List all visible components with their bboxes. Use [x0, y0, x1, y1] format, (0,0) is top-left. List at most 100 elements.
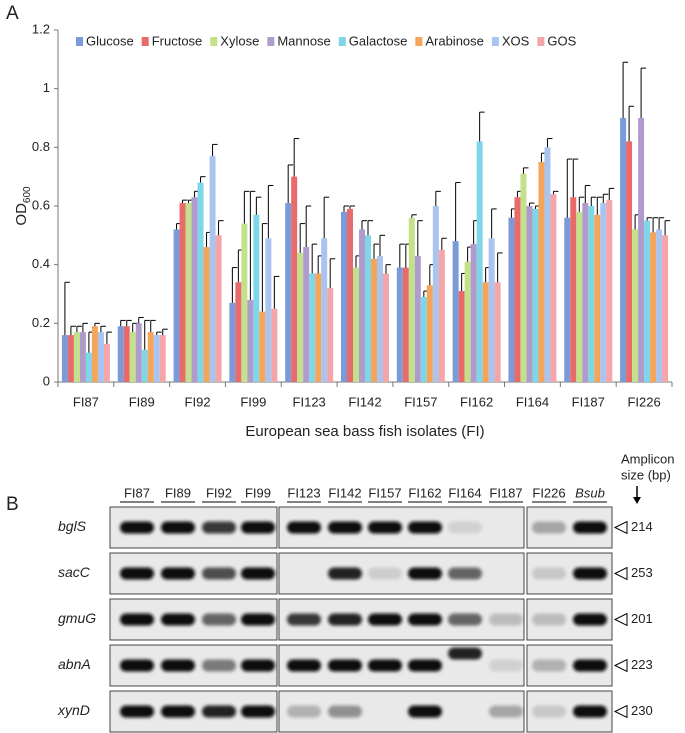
bar	[117, 326, 124, 382]
bar	[253, 214, 260, 382]
arrow-head	[633, 497, 641, 504]
error-bar	[64, 281, 70, 336]
bar	[353, 267, 359, 382]
gel-band	[202, 659, 236, 672]
x-tick-label: FI187	[572, 394, 605, 409]
bar	[632, 229, 639, 382]
bar	[229, 302, 236, 382]
lane-label: FI164	[448, 485, 481, 500]
bar	[432, 206, 439, 382]
error-bar	[497, 252, 503, 283]
gel-band	[120, 659, 154, 672]
error-bar	[417, 220, 423, 256]
bar	[147, 332, 154, 382]
legend-label: Glucose	[86, 33, 134, 48]
bar	[173, 229, 180, 382]
gel-band	[408, 659, 442, 672]
bar	[408, 217, 415, 382]
gel-band	[161, 659, 195, 672]
gel-band	[408, 521, 442, 534]
bar	[470, 244, 477, 382]
y-tick-label: 0.4	[32, 256, 50, 271]
gel-band	[408, 567, 442, 580]
error-bar	[218, 220, 224, 236]
lane-label: FI142	[328, 485, 361, 500]
bar	[532, 208, 539, 382]
y-axis-label-main: OD	[13, 203, 30, 226]
bar	[265, 238, 272, 382]
bar	[656, 229, 663, 382]
legend-label: Arabinose	[425, 33, 484, 48]
gel-band	[573, 521, 607, 534]
error-bar	[138, 316, 144, 324]
error-bar	[602, 193, 609, 204]
error-bar	[572, 158, 579, 198]
error-bar	[596, 196, 603, 215]
error-bar	[70, 325, 76, 336]
lane-label: FI157	[368, 485, 401, 500]
bar	[327, 288, 334, 382]
gel-band	[202, 521, 236, 534]
gel-band	[328, 705, 362, 718]
bar	[438, 250, 445, 382]
size-marker	[613, 704, 628, 719]
legend-swatch	[76, 37, 83, 46]
gel-band	[120, 613, 154, 626]
x-tick-label: FI87	[73, 394, 99, 409]
bar	[600, 203, 607, 382]
bar	[315, 273, 322, 382]
error-bar	[293, 138, 300, 177]
error-bar	[441, 237, 447, 250]
bar	[476, 141, 483, 382]
gel-band	[241, 521, 275, 534]
bar	[153, 335, 160, 382]
gel-band	[368, 521, 402, 534]
x-tick-label: FI142	[348, 394, 381, 409]
error-bar	[528, 202, 535, 206]
bar	[452, 241, 459, 382]
gel-band	[120, 705, 154, 718]
size-marker	[613, 520, 628, 535]
error-bar	[329, 258, 336, 289]
error-bar	[82, 322, 88, 333]
gel-band	[532, 521, 566, 534]
gel-band	[328, 613, 362, 626]
error-bar	[144, 319, 150, 350]
error-bar	[628, 105, 635, 142]
gel-band	[241, 567, 275, 580]
bar	[247, 299, 254, 382]
bar	[85, 352, 92, 382]
y-tick-label: 1	[43, 80, 50, 95]
error-bar	[182, 199, 188, 204]
bar	[638, 118, 645, 382]
gel-band	[120, 567, 154, 580]
bar	[241, 223, 248, 382]
x-tick-label: FI123	[293, 394, 326, 409]
gel-band	[120, 521, 154, 534]
error-bar	[367, 220, 373, 236]
lane-label: FI92	[206, 485, 232, 500]
amplicon-size: 201	[631, 611, 653, 626]
bar	[159, 335, 166, 382]
error-bar	[231, 267, 238, 303]
gel-band	[287, 659, 321, 672]
error-bar	[455, 182, 461, 242]
error-bar	[552, 190, 559, 195]
y-axis-label: OD600	[13, 186, 33, 226]
error-bar	[361, 220, 367, 230]
legend-label: XOS	[502, 33, 530, 48]
error-bar	[379, 234, 385, 256]
error-bar	[287, 164, 294, 204]
bar	[526, 206, 533, 382]
bar	[209, 156, 216, 382]
bar	[570, 197, 577, 382]
bar	[141, 349, 148, 382]
error-bar	[212, 143, 218, 157]
gel-band	[161, 705, 195, 718]
gel-band	[573, 659, 607, 672]
bar	[67, 335, 74, 382]
error-bar	[273, 275, 280, 309]
error-bar	[305, 205, 312, 248]
bar	[215, 235, 222, 382]
amplicon-size: 214	[631, 519, 653, 534]
